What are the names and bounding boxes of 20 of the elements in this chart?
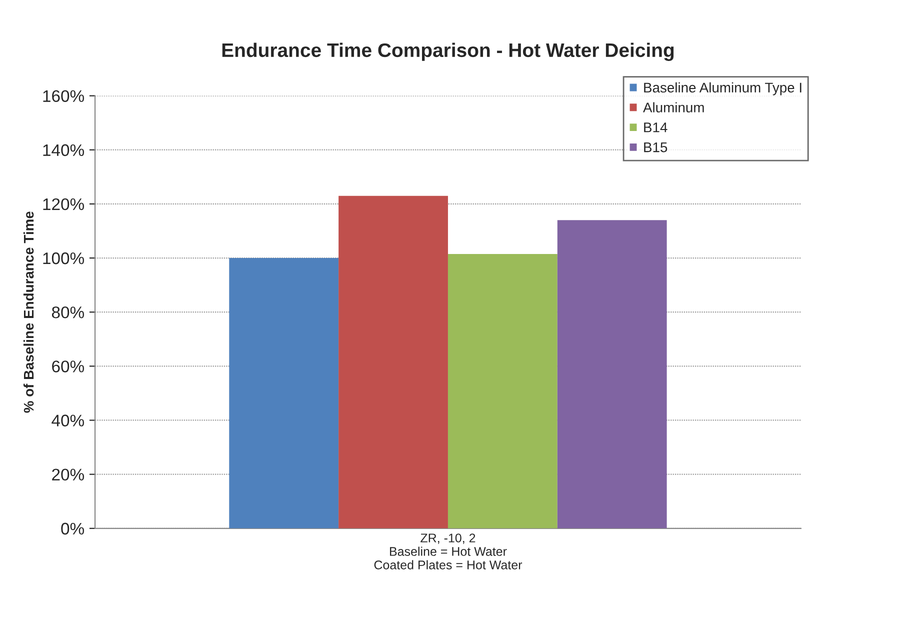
y-tick-label: 0% xyxy=(61,522,84,535)
chart-title: Endurance Time Comparison - Hot Water Deicing xyxy=(222,42,674,62)
bar xyxy=(448,254,558,528)
y-tick-label: 120% xyxy=(43,198,84,210)
y-axis-title: % of Baseline Endurance Time xyxy=(23,212,34,413)
y-tick-label: 60% xyxy=(52,360,84,372)
bar xyxy=(557,220,667,528)
legend-label: B15 xyxy=(644,142,668,152)
legend-label: B14 xyxy=(644,122,668,132)
y-tick-label: 40% xyxy=(52,414,84,426)
y-tick-label: 140% xyxy=(43,144,84,156)
legend-label: Aluminum xyxy=(643,102,704,112)
bar xyxy=(338,196,448,528)
legend-label: Baseline Aluminum Type I xyxy=(644,82,802,96)
y-tick-label: 20% xyxy=(52,468,84,481)
y-tick-label: 100% xyxy=(43,252,84,264)
y-tick-label: 80% xyxy=(52,306,84,318)
bar xyxy=(229,258,339,528)
x-tick-label: ZR, -10, 2 Baseline = Hot Water Coated Plates = Hot Water xyxy=(374,534,522,570)
y-tick-label: 160% xyxy=(43,90,84,102)
